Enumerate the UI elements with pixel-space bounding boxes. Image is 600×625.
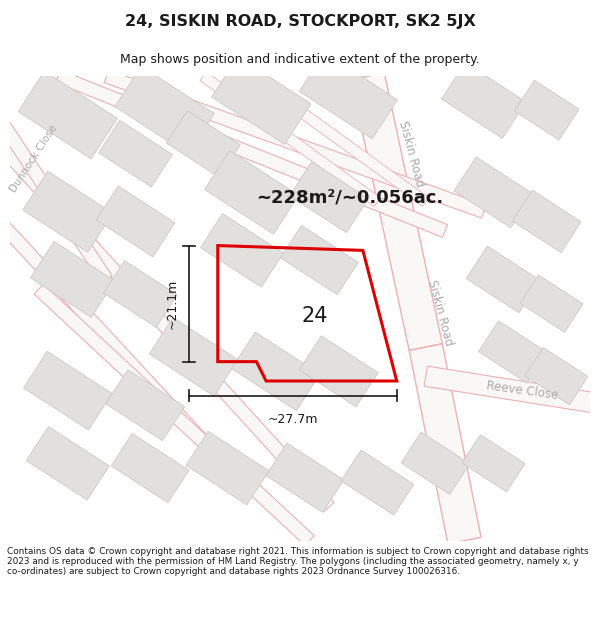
Polygon shape [96,186,175,257]
Polygon shape [462,434,525,492]
Polygon shape [200,72,380,206]
Polygon shape [248,72,429,206]
Polygon shape [34,284,314,546]
Polygon shape [266,443,344,512]
Polygon shape [232,332,320,411]
Polygon shape [341,450,414,515]
Text: Reeve Close: Reeve Close [486,379,559,402]
Polygon shape [424,366,600,415]
Text: ~228m²/~0.056ac.: ~228m²/~0.056ac. [256,188,444,206]
Text: ~21.1m: ~21.1m [166,279,179,329]
Polygon shape [56,70,448,238]
Polygon shape [299,52,398,139]
Polygon shape [205,151,299,234]
Polygon shape [525,348,588,405]
Text: Siskin Road: Siskin Road [396,119,427,188]
Polygon shape [111,433,189,502]
Polygon shape [26,426,109,500]
Text: Dunnock Close: Dunnock Close [8,123,59,194]
Polygon shape [514,80,579,140]
Polygon shape [212,56,311,144]
Polygon shape [478,321,547,383]
Text: 24, SISKIN ROAD, STOCKPORT, SK2 5JX: 24, SISKIN ROAD, STOCKPORT, SK2 5JX [125,14,475,29]
Polygon shape [351,72,442,351]
Polygon shape [18,71,118,159]
Polygon shape [106,370,185,441]
Polygon shape [23,171,113,252]
Polygon shape [31,241,115,318]
Polygon shape [520,275,583,332]
Polygon shape [280,226,358,295]
Polygon shape [290,162,368,232]
Polygon shape [466,246,540,312]
Polygon shape [166,111,240,178]
Text: Map shows position and indicative extent of the property.: Map shows position and indicative extent… [120,53,480,66]
Polygon shape [149,318,238,396]
Text: Siskin Road: Siskin Road [425,279,455,348]
Polygon shape [0,207,237,478]
Polygon shape [186,431,269,505]
Polygon shape [454,157,533,228]
Polygon shape [98,120,172,187]
Polygon shape [0,101,112,283]
Text: 24: 24 [301,306,328,326]
Polygon shape [104,70,486,218]
Polygon shape [200,214,283,288]
Text: Contains OS data © Crown copyright and database right 2021. This information is : Contains OS data © Crown copyright and d… [7,546,589,576]
Polygon shape [115,66,214,154]
Polygon shape [512,190,581,253]
Text: ~27.7m: ~27.7m [268,413,318,426]
Polygon shape [23,351,112,430]
Polygon shape [0,130,334,511]
Polygon shape [299,336,378,407]
Polygon shape [442,62,526,139]
Polygon shape [409,344,481,544]
Polygon shape [103,261,177,328]
Polygon shape [401,432,470,494]
